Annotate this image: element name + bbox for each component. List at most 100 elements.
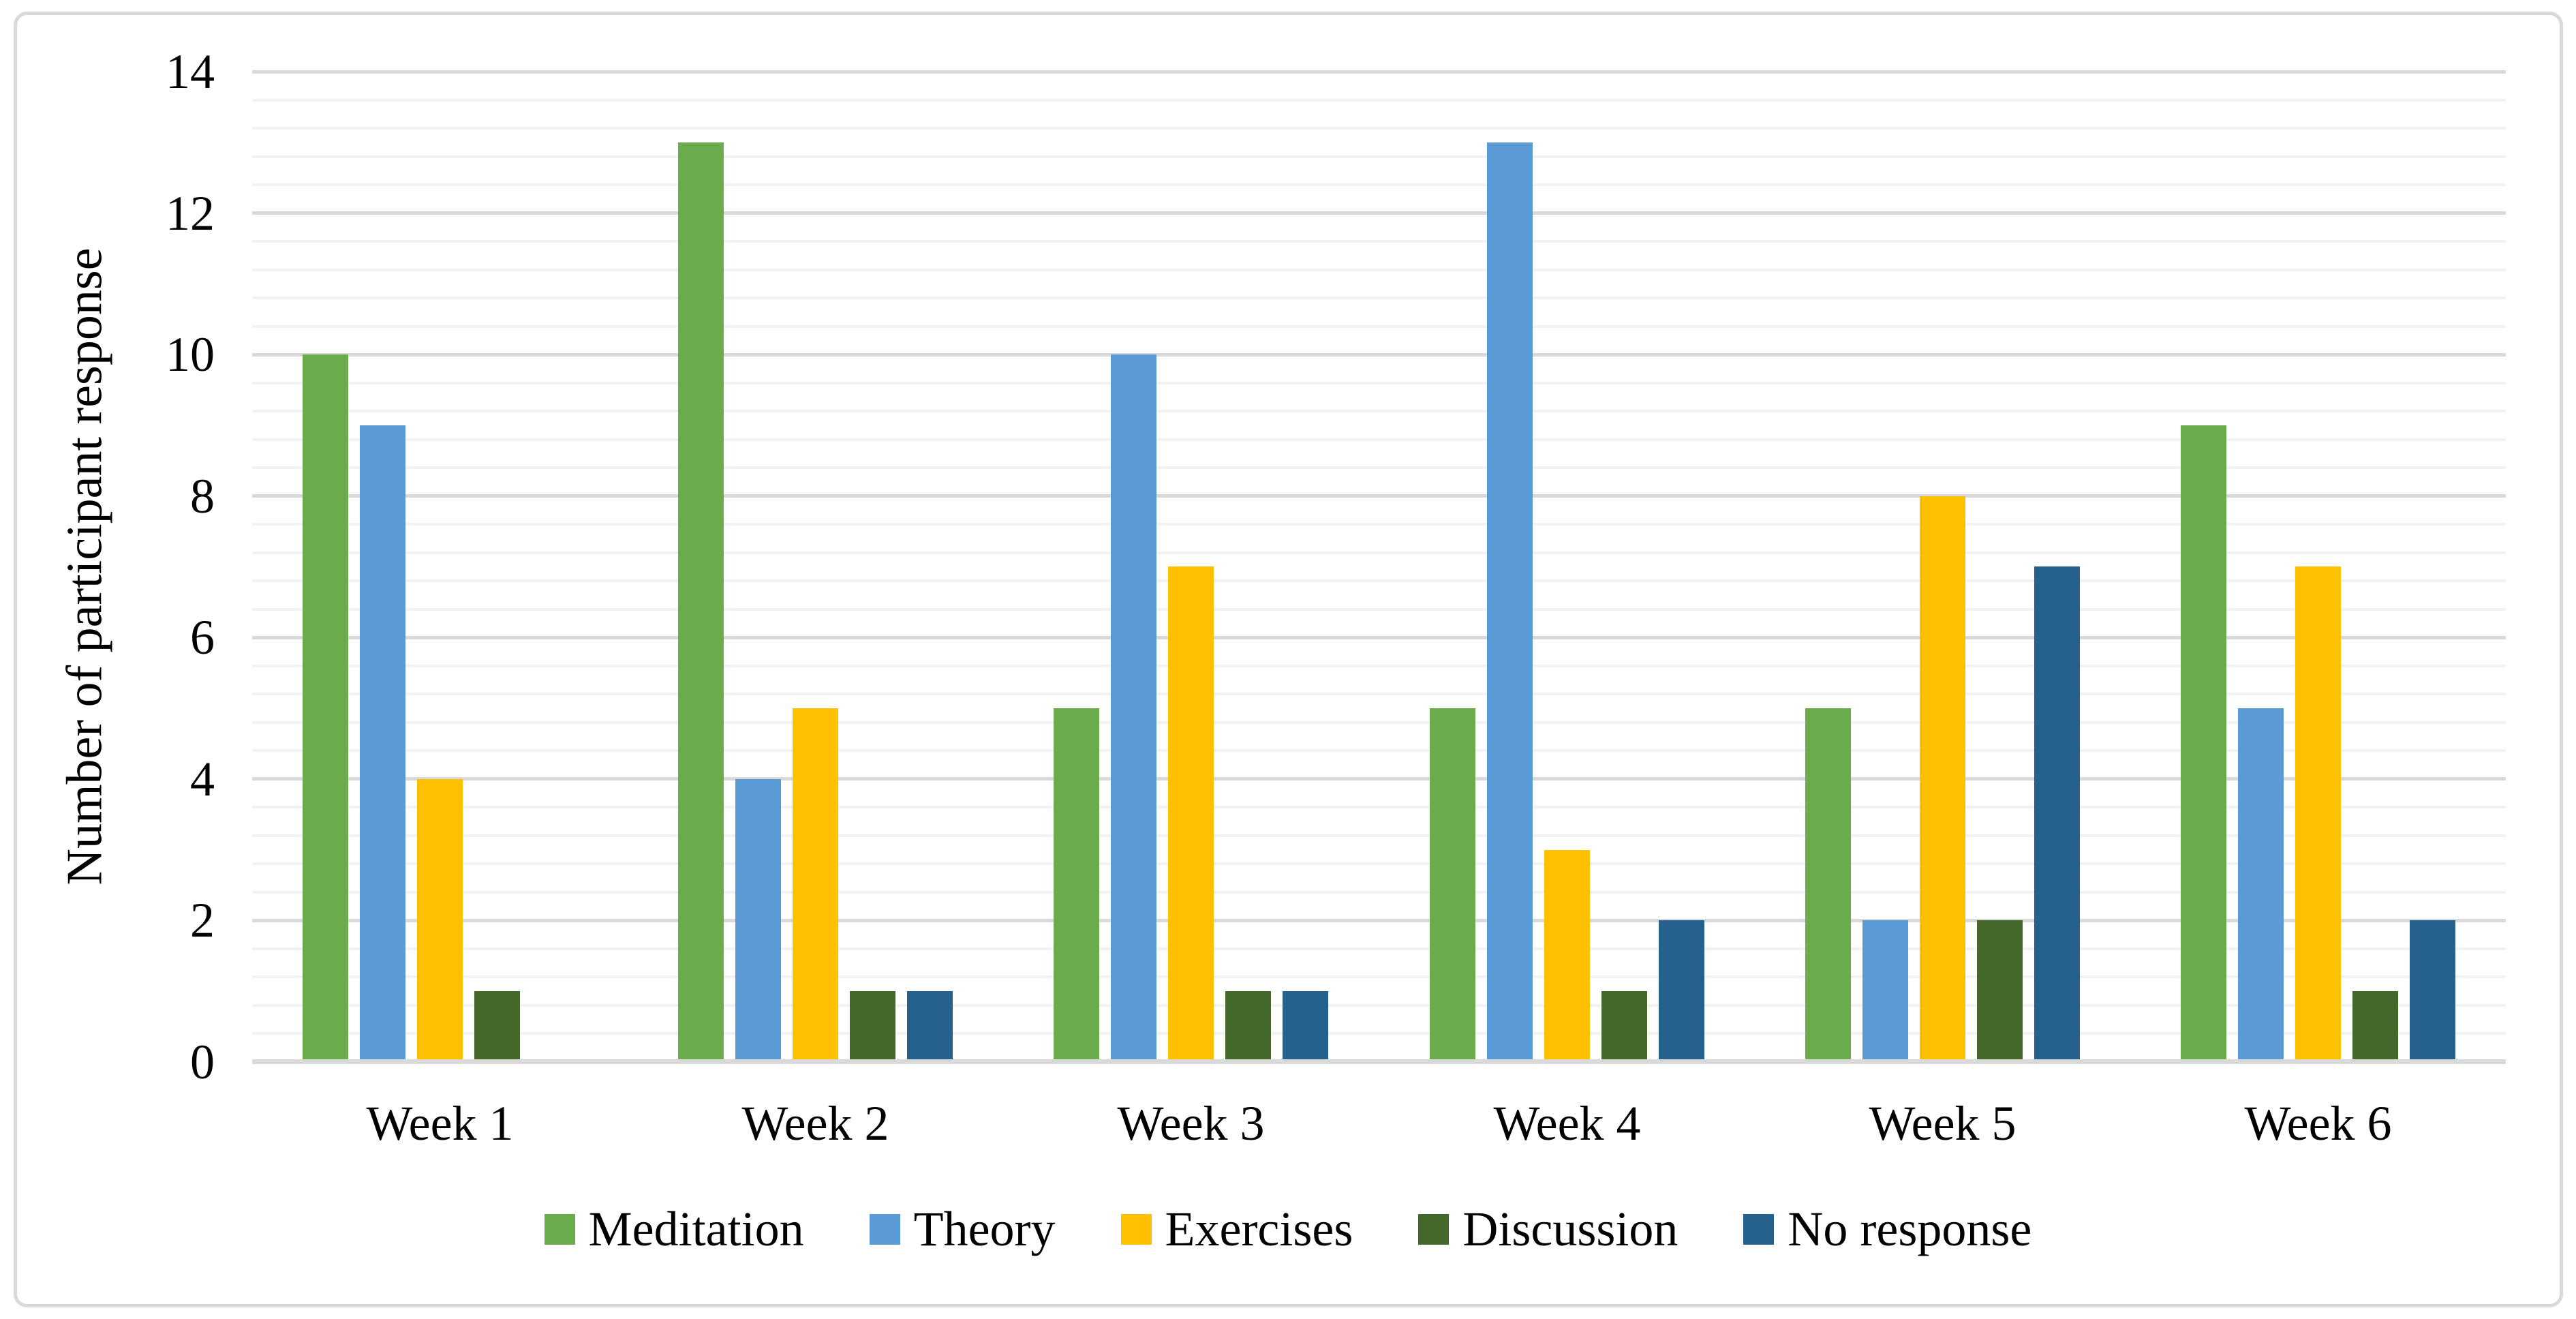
bar-week4-theory: [1487, 142, 1533, 1062]
bar-week1-theory: [360, 425, 405, 1062]
bar-week1-discussion: [474, 991, 520, 1062]
bar-week5-meditation: [1805, 708, 1851, 1062]
gridline-minor: [252, 806, 2506, 808]
gridline-minor: [252, 269, 2506, 271]
bar-week2-meditation: [678, 142, 724, 1062]
bar-week5-theory: [1862, 920, 1908, 1062]
legend-label: Exercises: [1165, 1202, 1353, 1256]
y-tick-label: 6: [190, 610, 215, 665]
y-tick-label: 14: [166, 44, 215, 99]
bar-week4-meditation: [1430, 708, 1475, 1062]
gridline-major: [252, 919, 2506, 922]
gridline-minor: [252, 1004, 2506, 1007]
bar-week1-meditation: [303, 354, 348, 1062]
legend-item-no-response: No response: [1743, 1201, 2031, 1258]
gridline-minor: [252, 947, 2506, 950]
legend-label: No response: [1788, 1202, 2032, 1256]
bar-week5-discussion: [1977, 920, 2023, 1062]
y-tick-label: 2: [190, 893, 215, 947]
bar-week4-exercises: [1544, 850, 1590, 1062]
bar-week2-exercises: [793, 708, 838, 1062]
gridline-minor: [252, 975, 2506, 978]
legend-swatch-icon: [869, 1214, 900, 1245]
y-tick-label: 0: [190, 1035, 215, 1089]
chart-legend: Meditation Theory Exercises Discussion No re…: [0, 1201, 2576, 1258]
gridline-minor: [252, 297, 2506, 299]
y-axis-tick-labels: 0 2 4 6 8 10 12 14: [0, 0, 215, 1319]
gridline-minor: [252, 99, 2506, 102]
gridline-minor: [252, 891, 2506, 894]
bar-week5-no-response: [2034, 566, 2080, 1062]
y-tick-label: 12: [166, 186, 215, 241]
x-category-label: Week 5: [1869, 1096, 2017, 1151]
bar-week5-exercises: [1920, 496, 1965, 1062]
x-category-label: Week 3: [1117, 1096, 1265, 1151]
gridline-minor: [252, 382, 2506, 384]
legend-label: Meditation: [588, 1202, 804, 1256]
gridline-minor: [252, 749, 2506, 752]
gridline-minor: [252, 834, 2506, 837]
x-category-label: Week 4: [1493, 1096, 1641, 1151]
bar-week2-theory: [735, 779, 781, 1062]
x-category-label: Week 1: [366, 1096, 514, 1151]
y-tick-label: 10: [166, 327, 215, 382]
gridline-minor: [252, 721, 2506, 724]
bar-week6-exercises: [2295, 566, 2341, 1062]
bar-week3-theory: [1111, 354, 1156, 1062]
legend-label: Discussion: [1462, 1202, 1678, 1256]
gridline-major: [252, 70, 2506, 74]
bar-week2-discussion: [850, 991, 895, 1062]
legend-swatch-icon: [1743, 1214, 1775, 1245]
bar-week6-discussion: [2352, 991, 2398, 1062]
gridline-minor: [252, 551, 2506, 554]
gridline-minor: [252, 240, 2506, 243]
bar-week6-meditation: [2181, 425, 2226, 1062]
gridline-minor: [252, 579, 2506, 582]
bar-week4-no-response: [1659, 920, 1704, 1062]
legend-item-meditation: Meditation: [544, 1201, 804, 1258]
legend-item-discussion: Discussion: [1418, 1201, 1678, 1258]
bar-week6-no-response: [2410, 920, 2455, 1062]
x-axis-category-labels: Week 1 Week 2 Week 3 Week 4 Week 5 Week 6: [252, 1089, 2506, 1157]
gridline-major: [252, 777, 2506, 780]
gridline-minor: [252, 862, 2506, 865]
x-category-label: Week 2: [741, 1096, 889, 1151]
legend-swatch-icon: [1120, 1214, 1152, 1245]
legend-item-theory: Theory: [869, 1201, 1056, 1258]
gridline-minor: [252, 693, 2506, 695]
gridline-minor: [252, 665, 2506, 667]
y-tick-label: 8: [190, 469, 215, 524]
legend-item-exercises: Exercises: [1120, 1201, 1353, 1258]
gridline-major: [252, 494, 2506, 498]
bar-week1-exercises: [417, 779, 463, 1062]
bar-week3-discussion: [1225, 991, 1271, 1062]
x-category-label: Week 6: [2244, 1096, 2392, 1151]
gridline-major: [252, 211, 2506, 215]
gridline-minor: [252, 438, 2506, 441]
legend-label: Theory: [913, 1202, 1056, 1256]
bar-week2-no-response: [907, 991, 953, 1062]
gridline-minor: [252, 410, 2506, 412]
bar-week3-no-response: [1283, 991, 1328, 1062]
legend-swatch-icon: [1418, 1214, 1450, 1245]
bar-week6-theory: [2238, 708, 2284, 1062]
bar-week4-discussion: [1601, 991, 1647, 1062]
gridline-minor: [252, 127, 2506, 130]
x-axis-line: [252, 1059, 2506, 1064]
plot-area: [252, 70, 2506, 1064]
bar-week3-meditation: [1054, 708, 1099, 1062]
bar-week3-exercises: [1168, 566, 1214, 1062]
y-tick-label: 4: [190, 752, 215, 806]
gridline-major: [252, 353, 2506, 357]
legend-swatch-icon: [544, 1214, 575, 1245]
gridline-minor: [252, 608, 2506, 611]
chart-border: [14, 12, 2563, 1307]
gridline-minor: [252, 325, 2506, 328]
gridline-minor: [252, 155, 2506, 158]
gridline-minor: [252, 183, 2506, 186]
gridline-minor: [252, 1032, 2506, 1035]
gridline-major: [252, 636, 2506, 639]
gridline-minor: [252, 523, 2506, 526]
gridline-minor: [252, 466, 2506, 469]
